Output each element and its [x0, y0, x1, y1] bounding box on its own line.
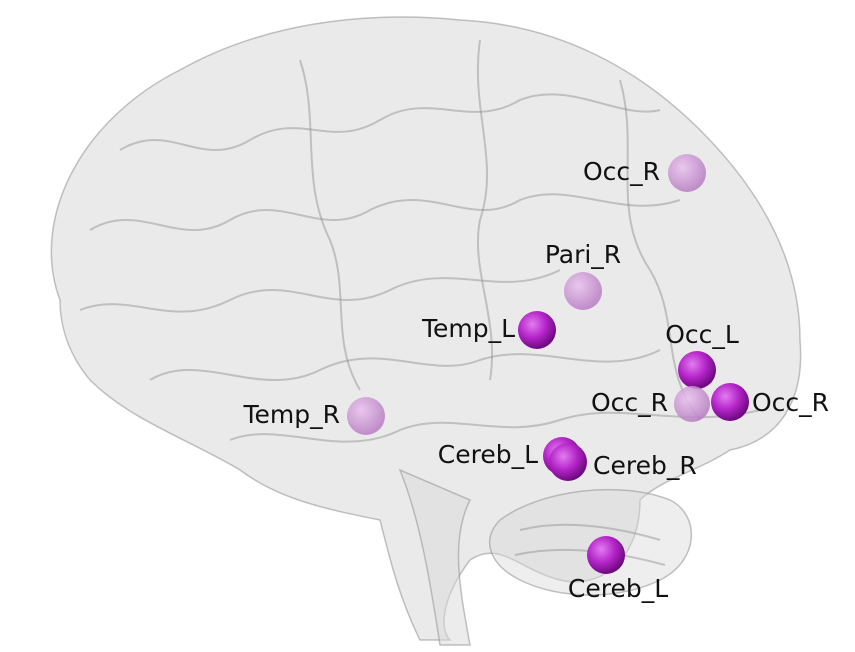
node-sphere — [564, 272, 602, 310]
node-label: Occ_L — [665, 320, 739, 349]
node-label: Pari_R — [545, 240, 621, 269]
node-label: Cereb_L — [438, 440, 538, 469]
node-label: Occ_R — [591, 388, 668, 417]
node-sphere — [587, 536, 625, 574]
node-sphere — [549, 443, 587, 481]
node-sphere — [518, 311, 556, 349]
node-sphere — [347, 397, 385, 435]
node-sphere — [678, 351, 716, 389]
node-label: Cereb_R — [593, 451, 697, 480]
node-label: Temp_L — [421, 314, 515, 343]
node-label: Cereb_L — [568, 574, 668, 603]
page: Occ_R Pari_R Temp_L Occ_L Occ_R Occ_R Temp_R Ce… — [0, 0, 855, 652]
node-sphere — [711, 383, 749, 421]
node-sphere — [668, 154, 706, 192]
node-label: Occ_R — [752, 388, 829, 417]
brain-figure: Occ_R Pari_R Temp_L Occ_L Occ_R Occ_R Temp_R Ce… — [0, 0, 855, 652]
node-label: Temp_R — [243, 400, 341, 429]
node-label: Occ_R — [583, 157, 660, 186]
node-sphere — [674, 386, 710, 422]
